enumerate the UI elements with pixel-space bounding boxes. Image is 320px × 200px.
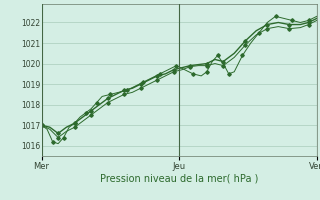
X-axis label: Pression niveau de la mer( hPa ): Pression niveau de la mer( hPa ) [100,173,258,183]
